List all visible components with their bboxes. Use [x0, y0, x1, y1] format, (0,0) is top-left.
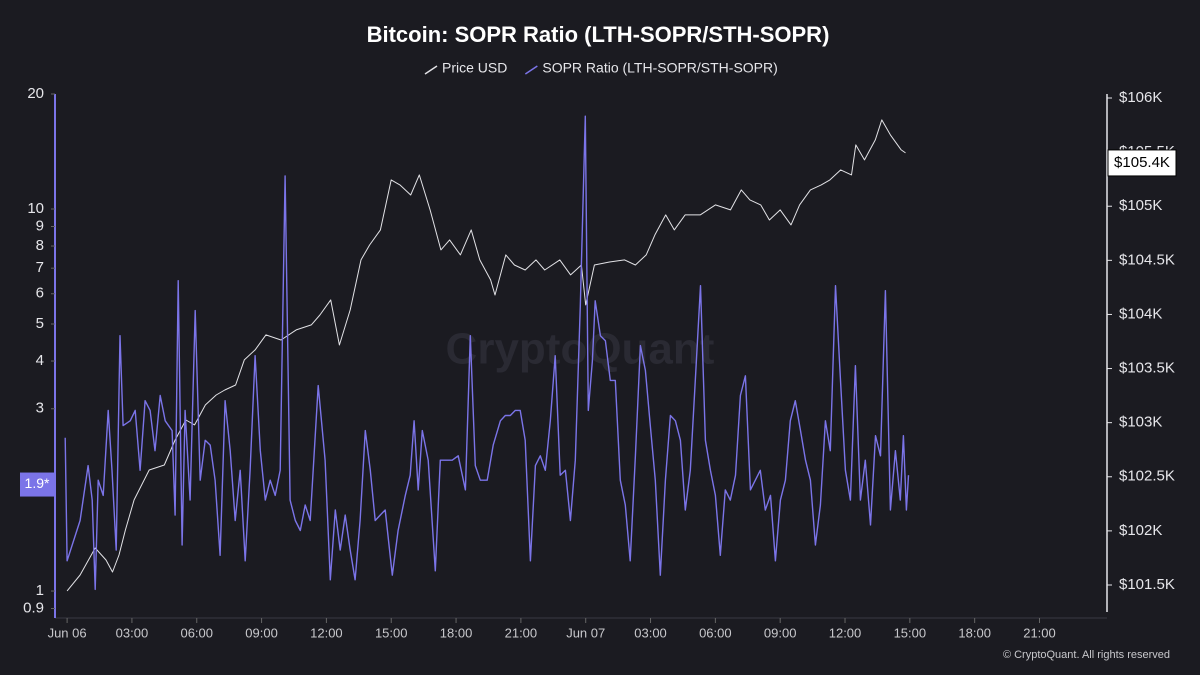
y-tick-label: 1	[36, 582, 44, 599]
current-value-badge	[20, 472, 55, 497]
series-line	[66, 119, 906, 592]
x-tick-label: Jun 07	[566, 625, 605, 640]
y-tick-label: 6	[36, 285, 44, 302]
legend-label: Price USD	[442, 60, 507, 76]
y-tick-label: 5	[36, 315, 44, 332]
y2-tick-label: $104K	[1119, 305, 1162, 322]
y2-tick-label: $103K	[1119, 414, 1162, 431]
y2-tick-label: $105K	[1119, 197, 1162, 214]
y-tick-label: 8	[36, 237, 44, 254]
y-tick-label: 0.9	[23, 599, 44, 616]
y-tick-label: 3	[36, 400, 44, 417]
watermark: CryptoQuant	[446, 325, 715, 374]
x-tick-label: 03:00	[634, 625, 667, 640]
x-tick-label: 06:00	[180, 625, 213, 640]
y-tick-label: 10	[27, 200, 44, 217]
y-tick-label: 7	[36, 259, 44, 276]
y2-tick-label: $102.5K	[1119, 468, 1175, 485]
series-line	[64, 115, 910, 591]
x-tick-label: 18:00	[958, 625, 991, 640]
x-tick-label: 21:00	[1023, 625, 1056, 640]
x-tick-label: Jun 06	[48, 625, 87, 640]
footer: © CryptoQuant. All rights reserved	[1003, 649, 1170, 661]
chart-title: Bitcoin: SOPR Ratio (LTH-SOPR/STH-SOPR)	[367, 22, 830, 47]
x-tick-label: 03:00	[116, 625, 149, 640]
current-value-badge	[1107, 149, 1177, 177]
x-tick-label: 21:00	[505, 625, 538, 640]
y2-tick-label: $103.5K	[1119, 360, 1175, 377]
legend: Price USD SOPR Ratio (LTH-SOPR/STH-SOPR)	[424, 60, 778, 76]
y2-tick-label: $104.5K	[1119, 251, 1175, 268]
y-tick-label: 4	[36, 352, 44, 369]
legend-label: SOPR Ratio (LTH-SOPR/STH-SOPR)	[542, 60, 777, 76]
x-tick-label: 09:00	[245, 625, 278, 640]
legend-swatch	[524, 65, 538, 75]
current-value-label: 1.9*	[25, 475, 50, 491]
y2-tick-label: $101.5K	[1119, 576, 1175, 593]
y-tick-label: 9	[36, 217, 44, 234]
x-tick-label: 12:00	[829, 625, 862, 640]
x-tick-label: 18:00	[440, 625, 473, 640]
x-tick-label: 12:00	[310, 625, 343, 640]
x-tick-label: 15:00	[894, 625, 927, 640]
y2-tick-label: $102K	[1119, 522, 1162, 539]
y2-tick-label: $106K	[1119, 89, 1162, 106]
legend-swatch	[424, 65, 438, 75]
x-tick-label: 06:00	[699, 625, 732, 640]
y-tick-label: 20	[27, 85, 44, 102]
current-value-label: $105.4K	[1114, 154, 1170, 171]
x-tick-label: 09:00	[764, 625, 797, 640]
x-tick-label: 15:00	[375, 625, 408, 640]
